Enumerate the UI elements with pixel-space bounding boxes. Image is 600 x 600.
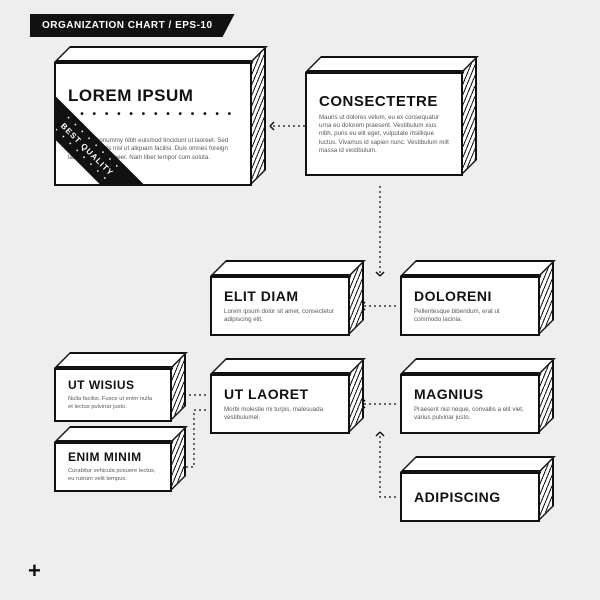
box-title: MAGNIUS [414, 386, 526, 402]
box-title: CONSECTETRE [319, 93, 449, 110]
org-chart-canvas: LOREM IPSUM • • • • • • • • • • • • • • •… [0, 0, 600, 600]
box-body: Morbi molestie mi turpis, malesuada vest… [224, 406, 336, 423]
org-box-minim: ENIM MINIM Curabitur vehicula posuere lec… [54, 442, 188, 508]
box-title: LOREM IPSUM [68, 86, 238, 106]
org-box-doloreni: DOLORENI Pellentesque bibendum, erat ut c… [400, 276, 556, 352]
box-body: Praesent nisl neque, convallis a elit vi… [414, 406, 526, 423]
box-side-face [461, 56, 477, 176]
box-top-face [400, 456, 556, 472]
box-title: ELIT DIAM [224, 288, 336, 304]
org-box-adipiscing: ADIPISCING [400, 472, 556, 538]
box-top-face [400, 358, 556, 374]
org-box-laoret: UT LAORET Morbi molestie mi turpis, males… [210, 374, 366, 450]
box-side-face [250, 46, 266, 186]
box-body: Mauris ut dolores velum, eu ex consequat… [319, 114, 449, 156]
box-title: UT WISIUS [68, 378, 158, 392]
box-front-face: DOLORENI Pellentesque bibendum, erat ut c… [400, 276, 540, 336]
box-front-face: ENIM MINIM Curabitur vehicula posuere lec… [54, 442, 172, 492]
box-front-face: CONSECTETRE Mauris ut dolores velum, eu e… [305, 72, 463, 176]
box-front-face: MAGNIUS Praesent nisl neque, convallis a … [400, 374, 540, 434]
box-top-face [210, 260, 366, 276]
org-box-magnius: MAGNIUS Praesent nisl neque, convallis a … [400, 374, 556, 450]
box-body: Lorem ipsum dolor sit amet, consectetur … [224, 308, 336, 325]
org-box-elit: ELIT DIAM Lorem ipsum dolor sit amet, con… [210, 276, 366, 352]
box-title: DOLORENI [414, 288, 526, 304]
box-top-face [54, 46, 268, 62]
plus-mark: + [28, 560, 41, 582]
box-top-face [210, 358, 366, 374]
box-title: ADIPISCING [414, 489, 526, 505]
box-front-face: ELIT DIAM Lorem ipsum dolor sit amet, con… [210, 276, 350, 336]
org-box-lorem: LOREM IPSUM • • • • • • • • • • • • • • •… [54, 62, 268, 202]
box-top-face [54, 352, 188, 368]
box-top-face [54, 426, 188, 442]
box-top-face [305, 56, 479, 72]
box-title: ENIM MINIM [68, 450, 158, 464]
box-body: Nulla facilisi. Fusce ut enim nulla et l… [68, 396, 158, 412]
box-front-face: UT LAORET Morbi molestie mi turpis, males… [210, 374, 350, 434]
dots-row: • • • • • • • • • • • • • • • • [68, 109, 238, 131]
org-box-consectetre: CONSECTETRE Mauris ut dolores velum, eu e… [305, 72, 479, 192]
box-top-face [400, 260, 556, 276]
box-title: UT LAORET [224, 386, 336, 402]
box-front-face: ADIPISCING [400, 472, 540, 522]
box-body: Pellentesque bibendum, erat ut commodo l… [414, 308, 526, 325]
box-front-face: LOREM IPSUM • • • • • • • • • • • • • • •… [54, 62, 252, 186]
connector-adipiscing-laoret [380, 432, 396, 497]
box-front-face: UT WISIUS Nulla facilisi. Fusce ut enim n… [54, 368, 172, 422]
box-body: Curabitur vehicula posuere lectus, eu ru… [68, 468, 158, 484]
